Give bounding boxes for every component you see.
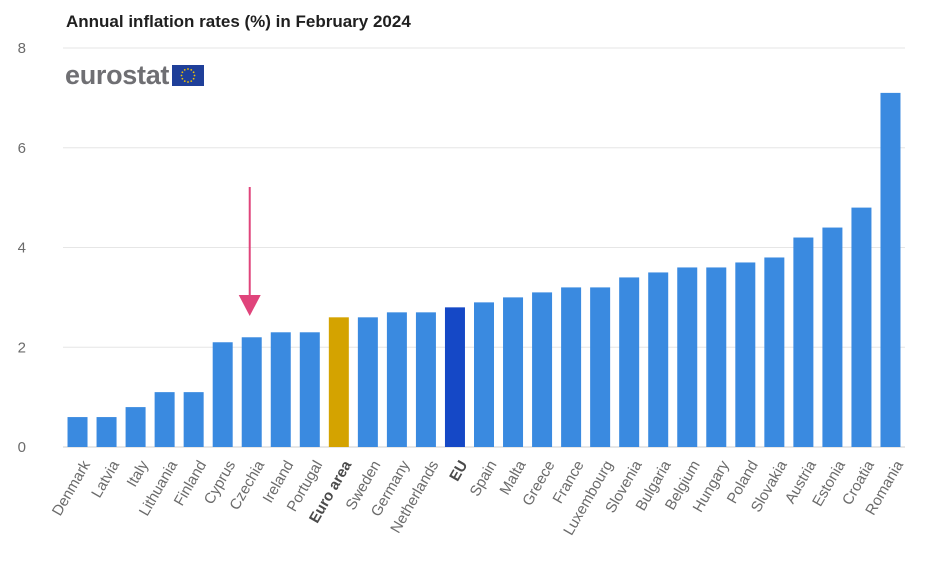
- bar-austria: [793, 237, 814, 447]
- bar-portugal: [299, 332, 320, 447]
- logo-wordmark: eurostat: [65, 60, 170, 90]
- bar-denmark: [67, 417, 88, 447]
- bar-france: [561, 287, 582, 447]
- bar-slovenia: [619, 277, 640, 447]
- x-tick-label: EU: [446, 458, 471, 485]
- flag-star: [183, 68, 186, 71]
- y-tick-label: 2: [18, 339, 26, 356]
- bar-sweden: [357, 317, 378, 447]
- x-tick-label: Denmark: [49, 457, 94, 519]
- bar-slovakia: [764, 257, 785, 447]
- y-tick-label: 4: [18, 240, 26, 257]
- bar-poland: [735, 262, 756, 447]
- y-tick-label: 6: [18, 140, 26, 157]
- highlight-arrow: [238, 187, 261, 316]
- bar-italy: [125, 407, 146, 447]
- bar-luxembourg: [590, 287, 611, 447]
- x-tick-label: Italy: [124, 457, 153, 490]
- bar-euro-area: [328, 317, 349, 447]
- bar-romania: [880, 92, 901, 447]
- flag-star: [183, 80, 186, 83]
- flag-star: [192, 71, 195, 74]
- bar-croatia: [851, 207, 872, 447]
- y-tick-label: 8: [18, 40, 26, 57]
- bar-belgium: [677, 267, 698, 447]
- bar-bulgaria: [648, 272, 669, 447]
- flag-star: [187, 68, 190, 70]
- flag-star: [192, 77, 195, 80]
- bar-lithuania: [154, 392, 175, 447]
- bar-netherlands: [415, 312, 436, 447]
- bar-latvia: [96, 417, 117, 447]
- bar-estonia: [822, 227, 843, 447]
- arrow-head: [238, 295, 261, 316]
- flag-star: [193, 74, 196, 77]
- bar-malta: [503, 297, 524, 447]
- x-tick-label: Latvia: [88, 457, 123, 501]
- bar-hungary: [706, 267, 727, 447]
- bar-germany: [386, 312, 407, 447]
- bars: [67, 92, 901, 447]
- chart-title: Annual inflation rates (%) in February 2…: [66, 12, 411, 31]
- eurostat-logo: eurostat: [65, 60, 205, 91]
- bar-cyprus: [212, 342, 233, 447]
- bar-greece: [532, 292, 553, 447]
- flag-star: [180, 74, 183, 77]
- flag-star: [181, 77, 184, 80]
- x-tick-label: Spain: [467, 458, 501, 500]
- bar-spain: [474, 302, 494, 447]
- bar-ireland: [270, 332, 291, 447]
- flag-star: [181, 71, 184, 74]
- flag-star: [190, 80, 193, 83]
- bar-czechia: [241, 337, 262, 447]
- flag-star: [187, 81, 190, 83]
- y-axis-ticks: 0 2 4 6 8: [18, 40, 26, 456]
- flag-star: [190, 68, 193, 71]
- bar-finland: [183, 392, 204, 447]
- bar-eu: [444, 307, 465, 447]
- eu-flag-icon: [172, 65, 205, 86]
- y-tick-label: 0: [18, 439, 26, 456]
